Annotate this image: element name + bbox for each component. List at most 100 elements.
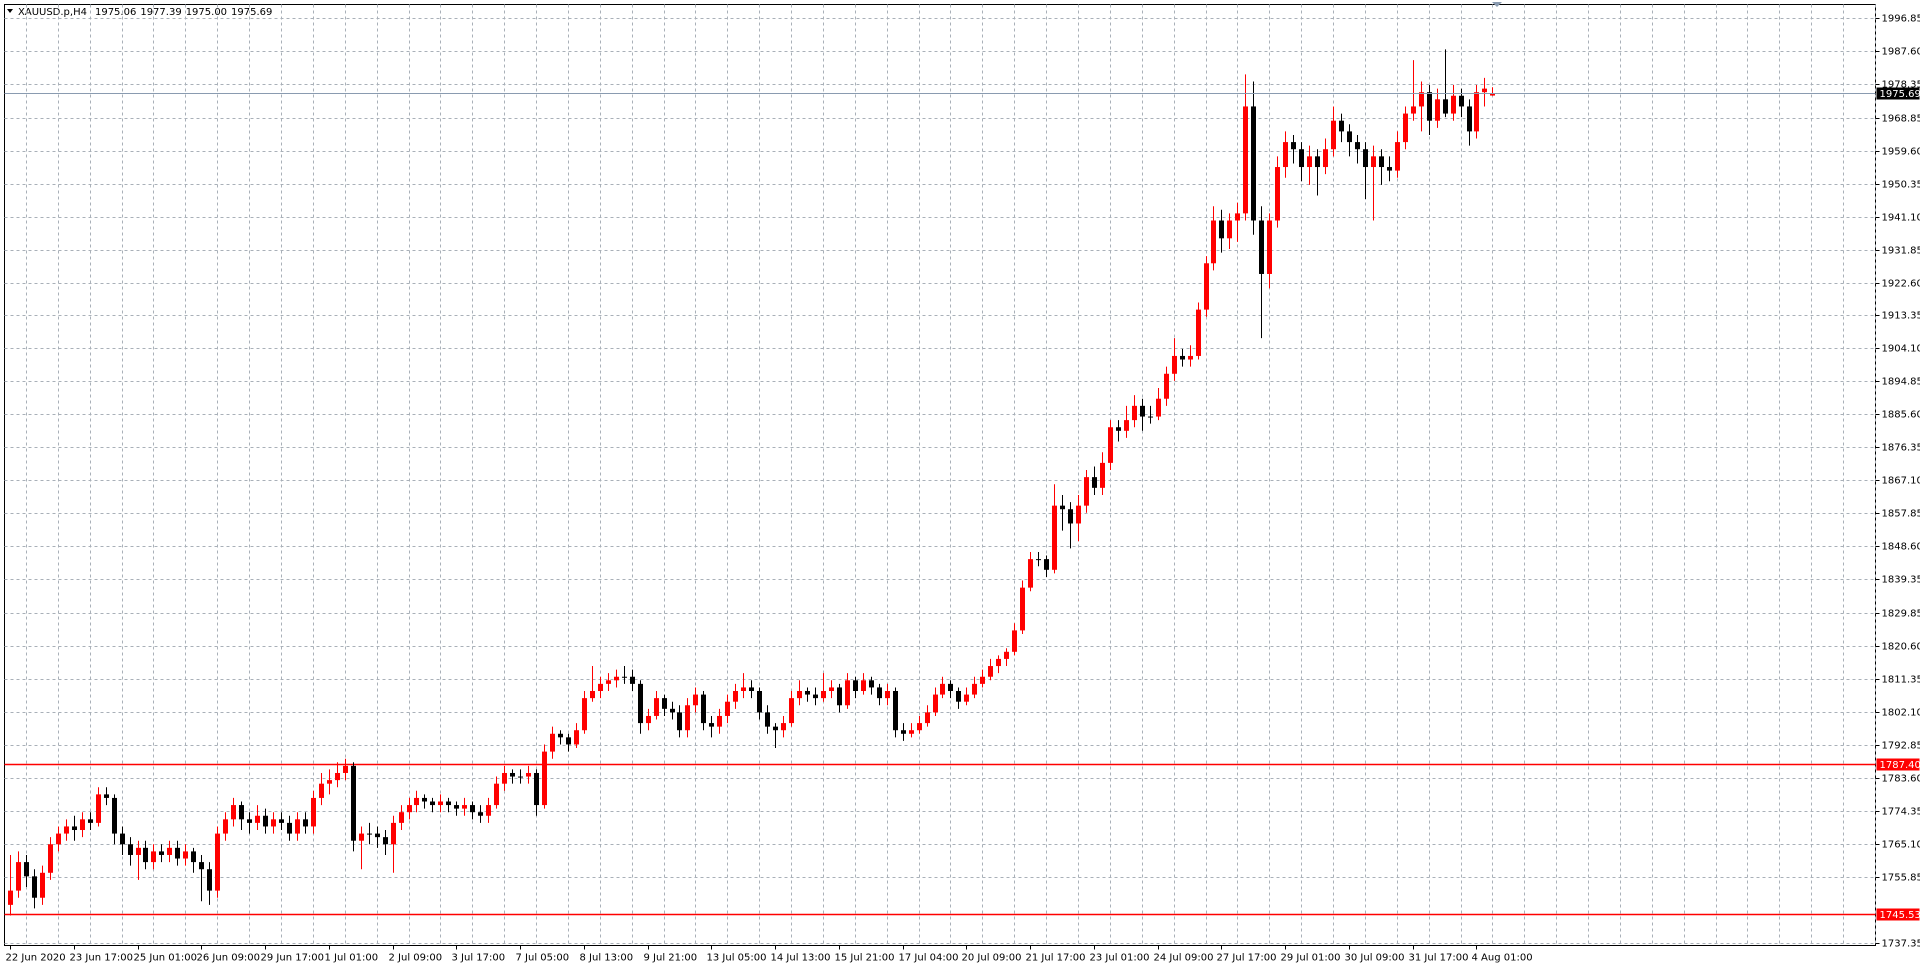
candle-body — [550, 733, 555, 752]
candle-body — [980, 676, 985, 684]
candle-body — [996, 658, 1001, 667]
candle-body — [1331, 120, 1336, 150]
candle-body — [1180, 355, 1185, 360]
candle-body — [303, 819, 308, 827]
candle-body — [964, 694, 969, 702]
last-price-line-label-box — [1876, 87, 1920, 100]
candle-body — [1148, 416, 1153, 418]
candle-body — [1211, 220, 1216, 264]
candle-body — [1140, 405, 1145, 417]
candle-body — [574, 730, 579, 745]
candle-body — [1267, 220, 1272, 274]
candle-body — [693, 694, 698, 706]
x-tick-label: 24 Jul 09:00 — [1154, 953, 1214, 964]
header-low: 1975.00 — [186, 7, 227, 18]
x-tick-label: 27 Jul 17:00 — [1217, 953, 1277, 964]
y-tick-label: 1802.10 — [1882, 708, 1920, 719]
candle-body — [1028, 559, 1033, 588]
y-tick-label: 1941.10 — [1882, 213, 1920, 224]
chart-header: XAUUSD.p,H4 1975.06 1977.39 1975.00 1975.69 — [18, 7, 272, 18]
candle-body — [940, 683, 945, 695]
candle-body — [1315, 156, 1320, 168]
candle-body — [120, 833, 125, 845]
y-tick-label: 1996.85 — [1882, 14, 1920, 25]
candle-body — [1132, 405, 1137, 421]
candle-body — [1172, 355, 1177, 374]
candle-body — [430, 801, 435, 806]
y-tick-label: 1783.60 — [1882, 774, 1920, 785]
candle-body — [72, 826, 77, 831]
candle-body — [1474, 92, 1479, 132]
y-tick-label: 1755.85 — [1882, 873, 1920, 884]
candle-body — [255, 815, 260, 823]
candle-body — [80, 819, 85, 831]
candle-body — [877, 687, 882, 699]
candle-body — [8, 890, 13, 905]
y-tick-label: 1922.60 — [1882, 279, 1920, 290]
y-tick-label: 1876.35 — [1882, 443, 1920, 454]
candle-body — [526, 772, 531, 777]
candle-body — [399, 812, 404, 823]
candle-body — [885, 691, 890, 699]
candle-body — [223, 819, 228, 834]
candle-body — [462, 805, 467, 809]
y-tick-label: 1792.85 — [1882, 741, 1920, 752]
candle-body — [948, 683, 953, 692]
candle-body — [1044, 559, 1049, 570]
candle-body — [263, 815, 268, 827]
x-tick-label: 30 Jul 09:00 — [1345, 953, 1405, 964]
candle-body — [1243, 106, 1248, 214]
candle-body — [446, 801, 451, 806]
x-tick-label: 26 Jun 09:00 — [197, 953, 261, 964]
candle-body — [271, 819, 276, 827]
level-line-label: 1787.40 — [1880, 760, 1920, 771]
candle-body — [143, 847, 148, 863]
candle-body — [48, 844, 53, 873]
x-tick-label: 7 Jul 05:00 — [516, 953, 570, 964]
candle-body — [685, 705, 690, 731]
candle-body — [709, 723, 714, 727]
candle-body — [933, 694, 938, 713]
candle-body — [1012, 630, 1017, 652]
x-tick-label: 31 Jul 17:00 — [1409, 953, 1469, 964]
candle-body — [622, 676, 627, 678]
candle-body — [343, 765, 348, 773]
candle-body — [470, 805, 475, 813]
candle-body — [972, 683, 977, 695]
x-tick-label: 15 Jul 21:00 — [835, 953, 895, 964]
candle-body — [1419, 92, 1424, 107]
candle-body — [582, 698, 587, 731]
candle-body — [1196, 309, 1201, 356]
last-price-line-label: 1975.69 — [1880, 89, 1920, 100]
candle-body — [1347, 131, 1352, 143]
x-tick-label: 1 Jul 01:00 — [325, 953, 379, 964]
candle-body — [1235, 213, 1240, 221]
level-line-label-box — [1876, 758, 1920, 771]
candle-body — [367, 833, 372, 835]
candle-body — [590, 691, 595, 699]
candle-body — [151, 851, 156, 863]
y-tick-label: 1737.35 — [1882, 939, 1920, 950]
x-tick-label: 14 Jul 13:00 — [771, 953, 831, 964]
candle-body — [167, 847, 172, 855]
menu-triangle[interactable] — [7, 9, 13, 13]
candle-body — [654, 698, 659, 716]
candle-body — [311, 797, 316, 827]
x-tick-label: 29 Jun 17:00 — [261, 953, 325, 964]
candle-body — [1204, 263, 1209, 310]
candle-body — [1355, 142, 1360, 150]
candle-body — [789, 698, 794, 724]
candle-body — [510, 772, 515, 777]
candle-body — [1060, 505, 1065, 510]
candle-body — [845, 680, 850, 706]
candle-body — [598, 683, 603, 692]
candle-body — [821, 691, 826, 699]
candle-body — [749, 687, 754, 692]
y-tick-label: 1950.35 — [1882, 180, 1920, 191]
candle-body — [494, 783, 499, 806]
candle-body — [988, 666, 993, 677]
candle-body — [662, 698, 667, 709]
candle-body — [869, 680, 874, 688]
candle-body — [391, 822, 396, 845]
y-tick-label: 1987.60 — [1882, 47, 1920, 58]
